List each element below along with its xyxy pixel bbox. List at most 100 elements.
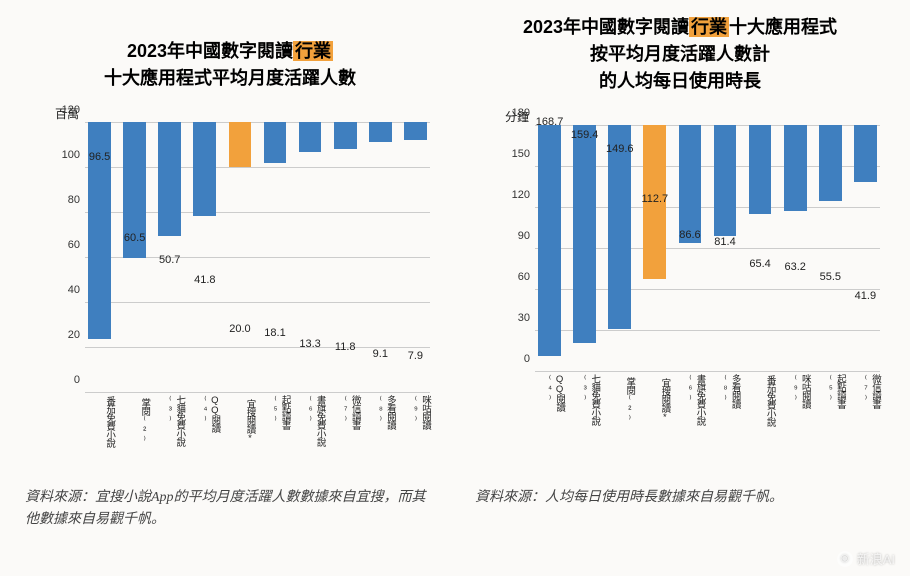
x-category-label: 宜搜閱讀* [225,392,254,447]
x-category-label: 咪咕閱讀⁽⁹⁾ [401,392,430,447]
x-category-label: 掌閱⁽²⁾ [605,371,634,426]
x-category-label: 咪咕閱讀⁽⁹⁾ [781,371,810,426]
bar-column: 13.3 [296,122,325,392]
bar-value-label: 60.5 [124,232,145,244]
chart1-area: 百萬 020406080100120 96.560.550.741.820.01… [20,107,440,447]
bar [299,122,322,152]
bar-value-label: 149.6 [606,143,634,155]
bar-value-label: 11.8 [335,341,356,353]
bar-value-label: 41.8 [194,274,215,286]
footnote-right: 資料來源：人均每日使用時長數據來自易觀千帆。 [475,487,885,532]
y-tick: 100 [50,149,80,161]
bar-column: 65.4 [746,125,775,371]
bar-column: 18.1 [260,122,289,392]
y-tick: 150 [500,148,530,160]
watermark: ◉ 新浪AI [837,549,895,568]
bar [819,125,842,201]
x-category-label: 番茄免費小說 [85,392,114,447]
footnote-left: 資料來源：宜搜小說App的平均月度活躍人數數據來自宜搜，而其他數據來自易觀千帆。 [25,487,435,532]
y-tick: 30 [500,312,530,324]
bar [158,122,181,236]
y-tick: 60 [50,239,80,251]
chart1-title: 2023年中國數字閱讀行業 十大應用程式平均月度活躍人數 [20,38,440,92]
x-category-label: 書旗免費小說⁽⁶⁾ [296,392,325,447]
bar-value-label: 86.6 [679,229,700,241]
bar-value-label: 63.2 [784,261,805,273]
bar-value-label: 65.4 [749,258,770,270]
x-category-label: 多看閱讀⁽⁸⁾ [366,392,395,447]
bar-column: 60.5 [120,122,149,392]
bar-value-label: 81.4 [714,236,735,248]
chart2-area: 分鐘 0306090120150180 168.7159.4149.6112.7… [470,110,890,426]
bar-column: 96.5 [85,122,114,392]
bar-value-label: 112.7 [641,193,668,205]
bar-column: 63.2 [781,125,810,371]
bar [679,125,702,243]
bar-column: 81.4 [710,125,739,371]
bar-column: 86.6 [675,125,704,371]
left-chart-wrapper: 2023年中國數字閱讀行業 十大應用程式平均月度活躍人數 百萬 02040608… [20,20,440,447]
watermark-icon: ◉ [837,551,853,567]
bar-value-label: 168.7 [536,116,564,128]
chart2-bars: 168.7159.4 149.6 112.7 86.6 81.4 65.4 63.2 55.5… [535,125,880,371]
bar-column: 149.6 [605,125,634,371]
bar-column: 159.4 [570,125,599,371]
x-category-label: QQ閱讀⁽⁴⁾ [190,392,219,447]
chart2-plot: 168.7159.4 149.6 112.7 86.6 81.4 65.4 63.2 55.5… [535,125,880,371]
bar-value-label: 55.5 [820,271,841,283]
bar-column: 7.9 [401,122,430,392]
x-category-label: 掌閱⁽²⁾ [120,392,149,447]
y-tick: 0 [50,374,80,386]
bar-value-label: 9.1 [373,348,388,360]
bar [854,125,877,182]
bar [334,122,357,149]
bar [784,125,807,211]
bar [749,125,772,214]
bar [193,122,216,216]
y-tick: 40 [50,284,80,296]
x-category-label: 宜搜閱讀* [640,371,669,426]
y-tick: 120 [50,104,80,116]
chart1-bars: 96.5 60.5 50.7 41.8 20.0 18.1 13.3 11.8 9.1 7.9 [85,122,430,392]
chart2-y-axis: 0306090120150180 [500,125,530,371]
bar-column: 168.7 [535,125,564,371]
x-category-label: 書旗免費小說⁽⁶⁾ [675,371,704,426]
x-category-label: 微信讀書⁽⁷⁾ [331,392,360,447]
bar [714,125,737,236]
y-tick: 80 [50,194,80,206]
bar [404,122,427,140]
bar-column: 20.0 [225,122,254,392]
x-category-label: 七貓免費小說⁽³⁾ [570,371,599,426]
bar-value-label: 50.7 [159,254,180,266]
bar-column: 9.1 [366,122,395,392]
bar [264,122,287,163]
chart2-title: 2023年中國數字閱讀行業十大應用程式 按平均月度活躍人數計 的人均每日使用時長 [470,14,890,95]
y-tick: 90 [500,230,530,242]
x-category-label: 番茄免費小說 [746,371,775,426]
bar-value-label: 20.0 [229,323,250,335]
y-tick: 180 [500,107,530,119]
x-category-label: 多看閱讀⁽⁸⁾ [710,371,739,426]
bar-value-label: 41.9 [855,290,876,302]
y-tick: 0 [500,353,530,365]
chart1-y-axis: 020406080100120 [50,122,80,392]
bar-value-label: 7.9 [408,350,423,362]
chart1-x-labels: 番茄免費小說掌閱⁽²⁾七貓免費小說⁽³⁾QQ閱讀⁽⁴⁾宜搜閱讀*起點讀書⁽⁵⁾書… [85,392,430,447]
bar-value-label: 13.3 [299,338,320,350]
bar [369,122,392,142]
bar [608,125,631,329]
x-category-label: 起點讀書⁽⁵⁾ [260,392,289,447]
bar-column: 41.8 [190,122,219,392]
x-category-label: 微信讀書⁽⁷⁾ [851,371,880,426]
bar-value-label: 18.1 [264,327,285,339]
bar-value-label: 96.5 [89,151,110,163]
chart2-x-labels: QQ閱讀⁽⁴⁾七貓免費小說⁽³⁾掌閱⁽²⁾宜搜閱讀*書旗免費小說⁽⁶⁾多看閱讀⁽… [535,371,880,426]
bar-column: 41.9 [851,125,880,371]
bar-column: 55.5 [816,125,845,371]
bar-column: 11.8 [331,122,360,392]
bar-column: 112.7 [640,125,669,371]
bar [573,125,596,343]
chart1-plot: 96.5 60.5 50.7 41.8 20.0 18.1 13.3 11.8 9.1 7.9 [85,122,430,392]
x-category-label: 七貓免費小說⁽³⁾ [155,392,184,447]
right-chart-wrapper: 2023年中國數字閱讀行業十大應用程式 按平均月度活躍人數計 的人均每日使用時長… [470,20,890,447]
